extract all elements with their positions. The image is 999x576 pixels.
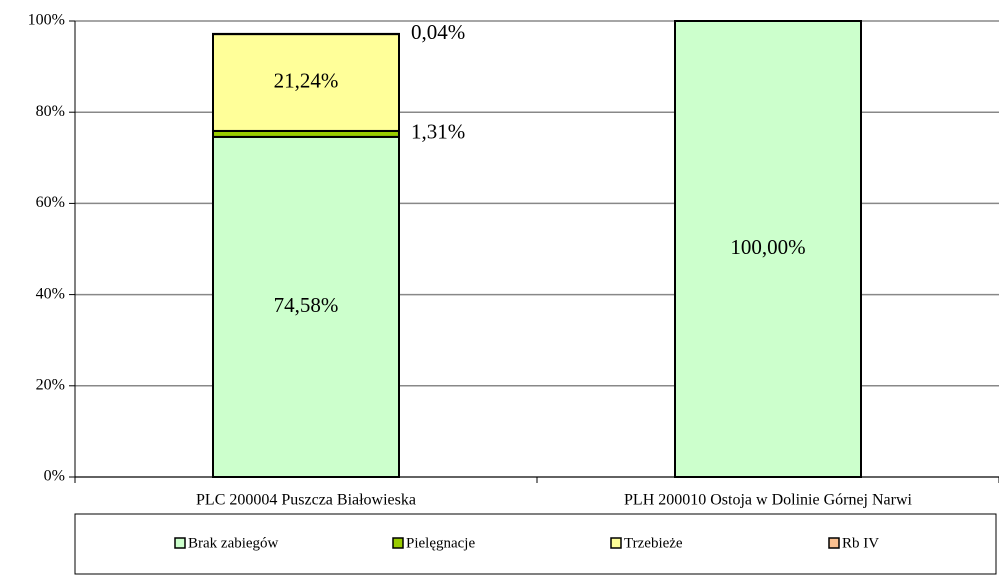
bar-segment: [212, 33, 400, 132]
bar-segment: [212, 135, 400, 479]
data-label: 100,00%: [730, 235, 805, 259]
legend-box: [74, 513, 997, 575]
data-label: 74,58%: [274, 293, 339, 317]
legend-swatch: [828, 537, 840, 549]
bar-segment: [674, 20, 862, 478]
y-tick-label: 100%: [28, 12, 65, 29]
legend-label: Pielęgnacje: [406, 535, 475, 551]
legend-label: Rb IV: [842, 535, 879, 551]
y-tick-label: 60%: [36, 194, 65, 211]
legend-label: Trzebieże: [624, 535, 683, 551]
data-label: 0,04%: [411, 20, 465, 44]
legend-swatch: [174, 537, 186, 549]
y-tick-label: 80%: [36, 103, 65, 120]
legend-label: Brak zabiegów: [188, 535, 279, 551]
legend-swatch: [610, 537, 622, 549]
y-tick-label: 0%: [44, 468, 65, 485]
y-tick-label: 20%: [36, 376, 65, 393]
legend-swatch: [392, 537, 404, 549]
x-tick-label: PLH 200010 Ostoja w Dolinie Górnej Narwi: [624, 492, 913, 509]
data-label: 21,24%: [274, 68, 339, 92]
data-label: 1,31%: [411, 120, 465, 144]
y-tick-label: 40%: [36, 285, 65, 302]
x-tick-label: PLC 200004 Puszcza Białowieska: [196, 492, 416, 509]
